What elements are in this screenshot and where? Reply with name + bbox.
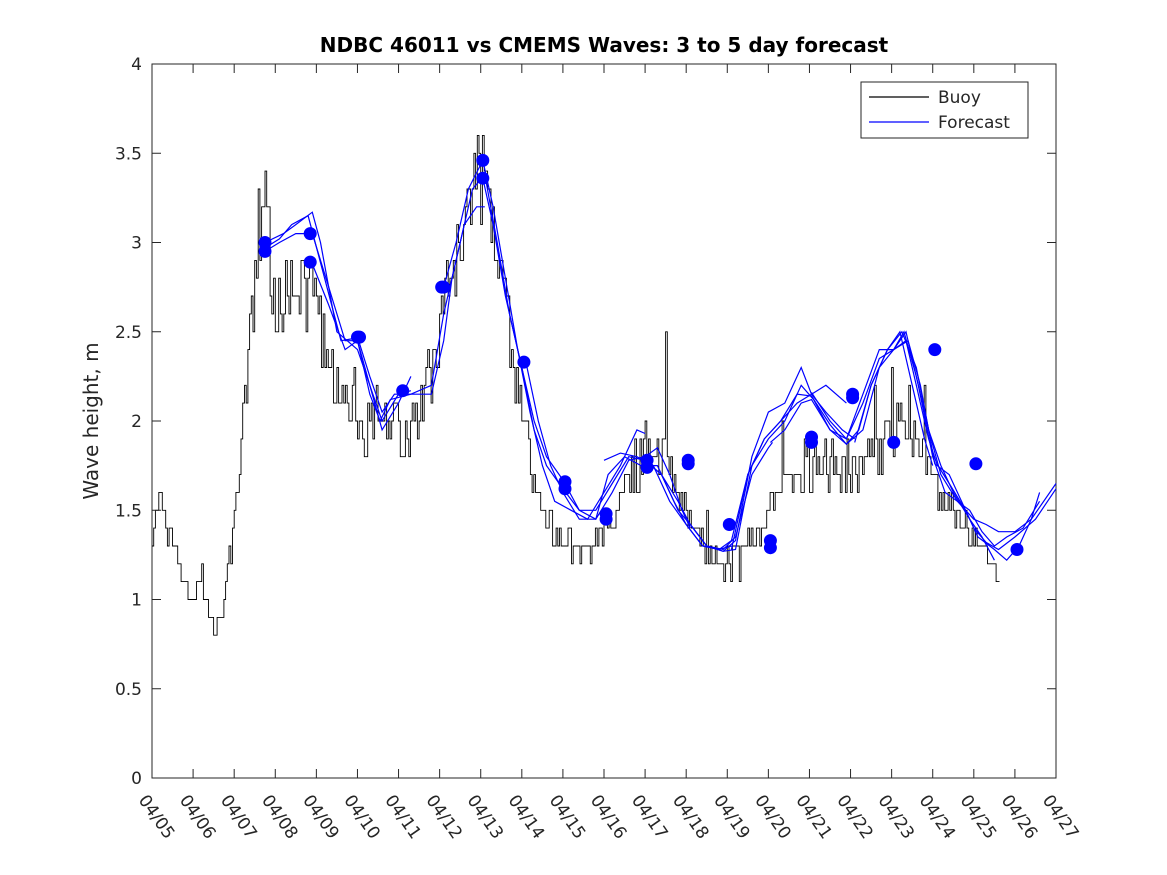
forecast-line-15 [810,330,1041,547]
forecast-markers [258,153,1024,556]
forecast-marker-point [303,255,317,269]
legend: Buoy Forecast [860,81,1029,139]
forecast-marker-point [805,435,818,449]
forecast-marker-point [846,391,860,405]
y-tick-label: 1.5 [115,501,142,521]
y-tick-label: 4 [131,55,142,75]
buoy-series [152,134,1000,636]
buoy-line [152,134,1000,636]
y-tick-label: 0.5 [115,680,142,700]
y-axis-label: Wave height, m [79,342,103,499]
forecast-marker-point [928,343,942,357]
forecast-line-14 [770,339,1041,562]
forecast-marker-point [640,460,654,474]
forecast-line-16 [854,330,1057,533]
legend-box [860,81,1029,139]
y-tick-label: 2.5 [115,323,142,343]
forecast-marker-point [722,518,736,531]
forecast-line-12 [689,330,934,552]
forecast-line-2 [264,211,412,432]
forecast-marker-point [599,512,613,526]
forecast-line-7 [482,178,691,529]
y-axis-ticks: 0 0.5 1 1.5 2 2.5 3 3.5 4 [115,55,1056,789]
legend-forecast-label: Forecast [938,113,1010,133]
forecast-line-6 [443,158,646,520]
forecast-marker-point [476,171,490,185]
forecast-line-5 [356,173,564,481]
forecast-marker-point [353,330,366,344]
legend-buoy-label: Buoy [938,88,981,108]
forecast-marker-point [258,236,272,249]
forecast-marker-point [476,153,490,167]
y-tick-label: 2 [131,412,142,432]
y-tick-label: 3 [131,234,142,254]
forecast-marker-point [887,435,901,449]
plot-area: 00.511.522.533.54 04/0504/0604/0704/0804… [115,55,1082,843]
forecast-marker-point [558,482,572,496]
forecast-line-11 [646,365,856,552]
y-tick-label: 0 [131,769,142,789]
forecast-marker-point [437,280,451,294]
forecast-marker-point [969,457,983,471]
chart-title: NDBC 46011 vs CMEMS Waves: 3 to 5 day fo… [320,33,889,57]
forecast-line-3 [264,233,412,423]
forecast-marker-point [1010,543,1024,556]
forecast-marker-point [517,355,531,369]
forecast-marker-point [396,384,410,398]
forecast-marker-point [763,541,777,555]
forecast-line-17 [893,339,1057,551]
forecast-marker-point [303,227,317,241]
forecast-marker-point [258,244,272,258]
forecast-marker-point [681,457,695,471]
y-tick-label: 1 [131,591,142,611]
y-tick-label: 3.5 [115,144,142,164]
